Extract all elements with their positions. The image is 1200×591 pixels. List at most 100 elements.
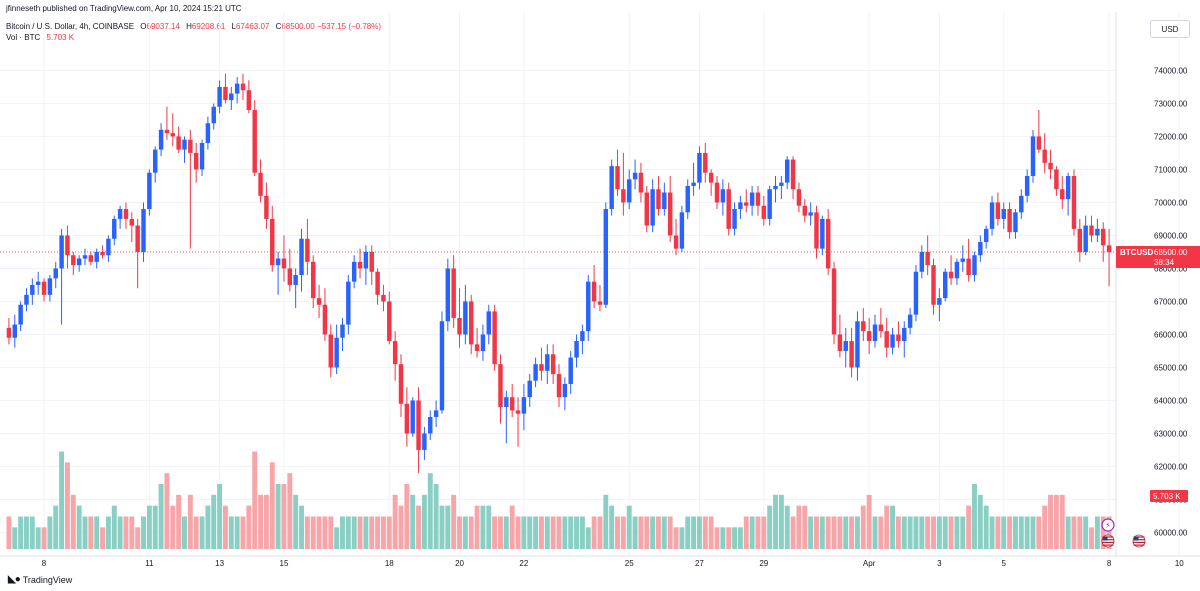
candle-body (960, 258, 966, 262)
price-tick-label: 70000.00 (1154, 198, 1188, 207)
volume-bar (574, 516, 580, 549)
price-change: −537.15 (−0.78%) (316, 22, 382, 31)
candle-body (205, 123, 211, 144)
volume-bar (369, 516, 375, 549)
volume-bar (182, 516, 187, 549)
candle-body (603, 209, 609, 305)
candle-body (486, 311, 492, 335)
volume-bar (1077, 516, 1083, 549)
volume-bar (878, 516, 884, 549)
currency-button[interactable]: USD (1150, 20, 1190, 38)
candle-body (825, 218, 831, 269)
volume-bar (176, 494, 182, 549)
volume-bar (269, 462, 275, 549)
volume-bar (380, 516, 386, 549)
volume-bar (375, 516, 381, 549)
volume-bar (24, 516, 29, 549)
candle-body (942, 271, 948, 299)
volume-bar (1059, 494, 1065, 549)
candle-body (972, 255, 977, 276)
candle-body (410, 400, 415, 434)
candle-body (580, 331, 585, 342)
candle-body (550, 354, 556, 375)
candle-body (463, 301, 468, 335)
candle-body (884, 331, 889, 348)
volume-bar (1065, 516, 1071, 549)
candle-body (211, 106, 216, 124)
volume-bar (240, 516, 246, 549)
volume-bar (732, 527, 738, 549)
candle-body (983, 228, 989, 243)
price-tick-label: 71000.00 (1154, 165, 1188, 174)
candle-body (188, 139, 193, 153)
volume-bar (158, 484, 164, 549)
volume-bar (363, 516, 369, 549)
volume-legend: Vol · BTC 5.703 K (6, 33, 74, 42)
price-tick-label: 65000.00 (1154, 363, 1188, 372)
time-tick-label: 10 (1175, 559, 1184, 568)
volume-bar (340, 516, 345, 549)
candle-body (170, 133, 176, 137)
volume-bar (1094, 516, 1100, 549)
publish-line: jfinneseth published on TradingView.com,… (6, 4, 242, 13)
candle-body (129, 218, 135, 226)
volume-bar (1036, 516, 1042, 549)
tradingview-brand[interactable]: ◣● TradingView (8, 574, 72, 585)
candle-body (790, 159, 796, 190)
volume-bar (784, 505, 790, 549)
candle-body (866, 331, 872, 342)
volume-bar (135, 527, 141, 549)
candle-body (808, 212, 813, 216)
volume-bar (650, 516, 656, 549)
candle-body (738, 202, 743, 210)
volume-bar (796, 505, 802, 549)
candle-body (351, 261, 357, 282)
last-price-value: 68500.00 (1154, 248, 1188, 257)
ohlc-open: O69037.14 (136, 22, 180, 31)
us-flag-event-icon (1132, 534, 1146, 548)
volume-bar (503, 516, 509, 549)
candle-body (123, 209, 129, 219)
volume-bar (293, 494, 299, 549)
candle-body (749, 192, 755, 206)
volume-bar (275, 484, 281, 549)
volume-bar (644, 516, 650, 549)
volume-bar (193, 516, 199, 549)
volume-bar (64, 462, 70, 549)
candle-body (1071, 176, 1077, 229)
volume-bar (702, 516, 708, 549)
candle-body (88, 255, 94, 262)
candle-body (47, 278, 53, 295)
volume-bar (767, 505, 773, 549)
volume-bar (322, 516, 328, 549)
candle-body (322, 304, 328, 335)
volume-bar (515, 516, 521, 549)
time-tick-label: 5 (1002, 559, 1007, 568)
volume-bar (972, 484, 977, 549)
candle-body (6, 327, 12, 338)
volume-bar (281, 484, 287, 549)
candle-body (1060, 189, 1065, 200)
time-tick-label: 8 (42, 559, 47, 568)
tradingview-logo-icon: ◣● (8, 574, 21, 585)
candle-body (562, 383, 568, 398)
ohlc-close-value: 68500.00 (281, 22, 315, 31)
candle-body (650, 189, 655, 226)
volume-bar (942, 516, 948, 549)
volume-bar (451, 494, 457, 549)
candle-body (1077, 228, 1083, 252)
volume-bar (217, 484, 223, 549)
time-tick-label: 20 (455, 559, 464, 568)
volume-bar (480, 505, 486, 549)
symbol-legend: Bitcoin / U.S. Dollar, 4h, COINBASE O690… (6, 22, 381, 31)
volume-bar (714, 527, 720, 549)
candle-body (428, 416, 433, 434)
price-tick-label: 72000.00 (1154, 132, 1188, 141)
candle-body (1001, 209, 1006, 219)
ohlc-low-label: L (231, 22, 236, 31)
candle-body (685, 185, 690, 213)
candle-body (293, 275, 298, 285)
volume-bar (983, 505, 989, 549)
